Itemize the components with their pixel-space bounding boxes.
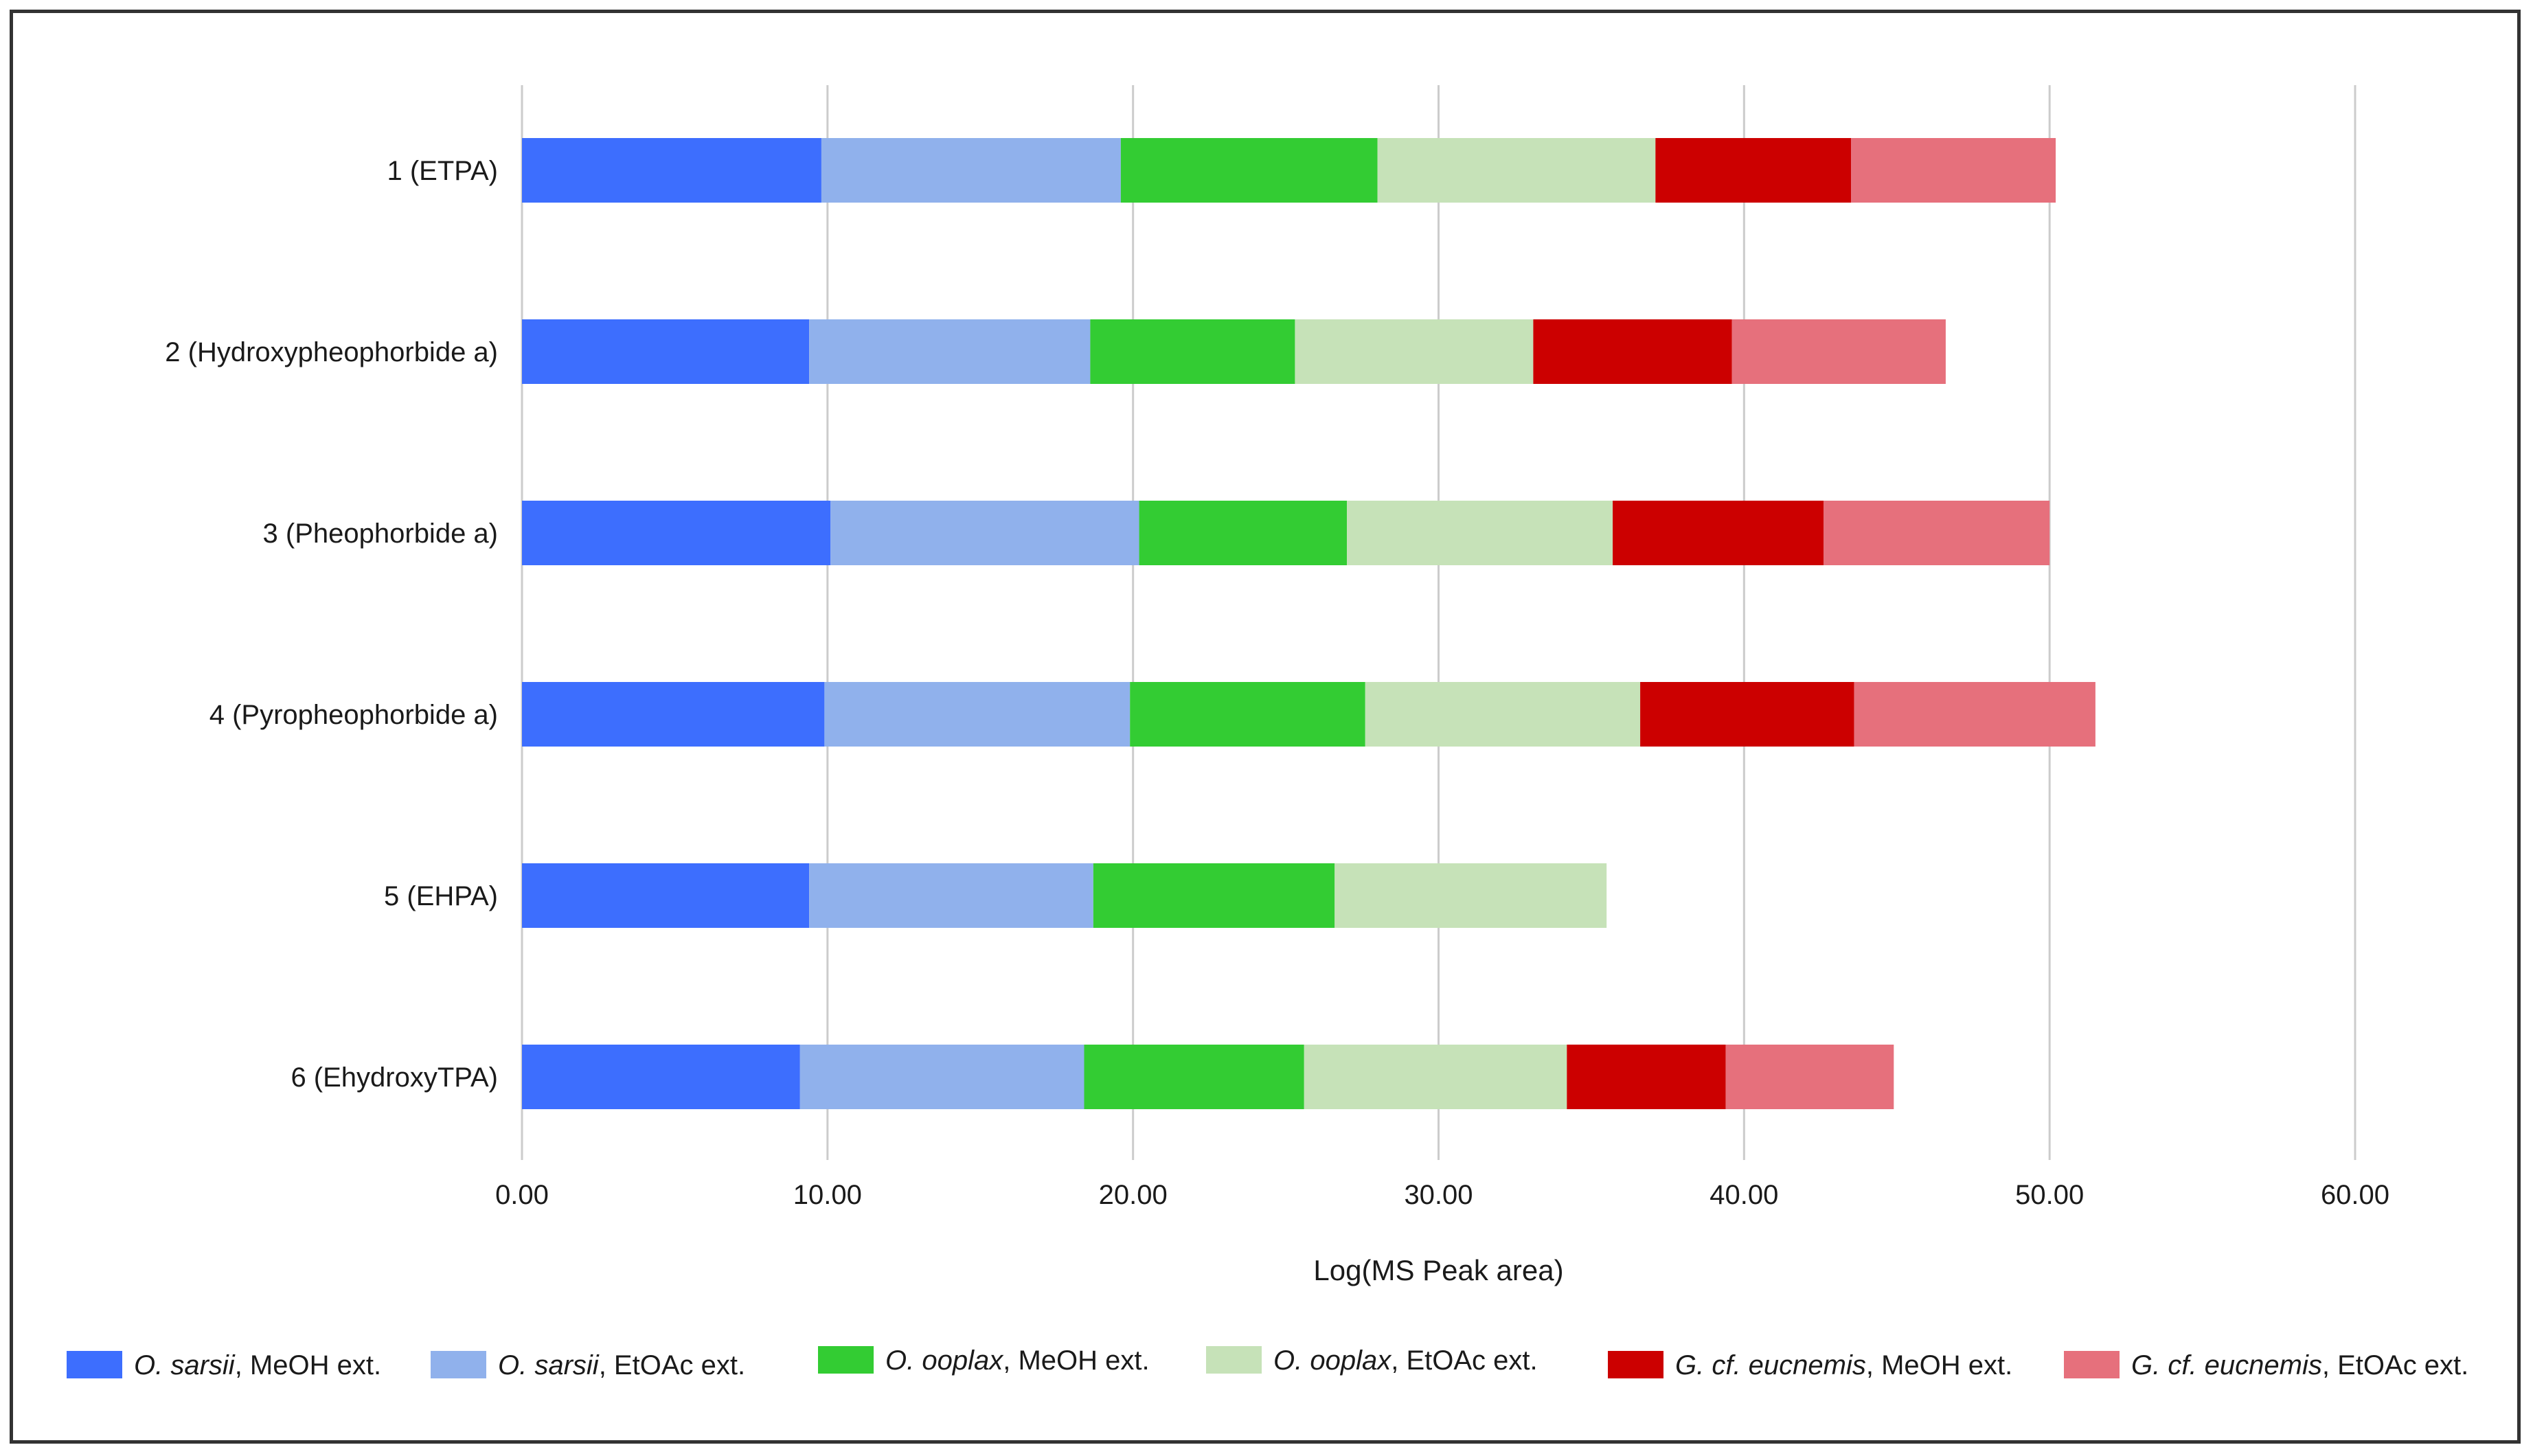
legend-label-italic: O. sarsii xyxy=(498,1350,600,1380)
bar-segment xyxy=(824,682,1131,747)
category-label: 6 (EhydroxyTPA) xyxy=(291,1062,498,1093)
legend-item: O. sarsii, EtOAc ext. xyxy=(431,1350,745,1380)
bar-segment xyxy=(522,501,831,565)
legend-item: O. sarsii, MeOH ext. xyxy=(67,1350,381,1380)
bar-segment xyxy=(1365,682,1641,747)
category-labels: 1 (ETPA) 2 (Hydroxypheophorbide a) 3 (Pheo… xyxy=(165,156,498,1093)
legend-label-italic: O. ooplax xyxy=(1273,1345,1392,1376)
bar-segment xyxy=(1304,1045,1567,1109)
legend-swatch xyxy=(431,1351,486,1378)
legend-label-italic: G. cf. eucnemis xyxy=(1675,1350,1866,1380)
bar-segment xyxy=(809,863,1093,928)
bar-segment xyxy=(522,1045,800,1109)
category-label: 4 (Pyropheophorbide a) xyxy=(209,700,498,730)
x-tick-label: 10.00 xyxy=(793,1180,862,1210)
bar-segment xyxy=(1377,138,1656,203)
gridlines xyxy=(521,85,2356,1160)
bar-segment xyxy=(1567,1045,1726,1109)
x-tick-label: 30.00 xyxy=(1404,1180,1473,1210)
bar-segment xyxy=(799,1045,1084,1109)
legend-item: O. ooplax, MeOH ext. xyxy=(818,1345,1150,1376)
bar-segment xyxy=(1854,682,2095,747)
legend-item: G. cf. eucnemis, MeOH ext. xyxy=(1608,1350,2012,1380)
legend-label-rest: , MeOH ext. xyxy=(235,1350,381,1380)
legend-label-rest: , EtOAc ext. xyxy=(599,1350,745,1380)
legend-swatch xyxy=(67,1351,122,1378)
bars xyxy=(522,138,2095,1109)
category-label: 3 (Pheophorbide a) xyxy=(263,519,498,549)
bar-segment xyxy=(1139,501,1348,565)
x-tick-label: 20.00 xyxy=(1099,1180,1168,1210)
bar-segment xyxy=(1130,682,1365,747)
bar-segment xyxy=(830,501,1139,565)
legend-label-rest: , MeOH ext. xyxy=(1866,1350,2012,1380)
bar-segment xyxy=(1725,1045,1894,1109)
legend: O. sarsii, MeOH ext. O. sarsii, EtOAc ext… xyxy=(67,1345,2468,1380)
bar-segment xyxy=(1823,501,2050,565)
legend-item: O. ooplax, EtOAc ext. xyxy=(1206,1345,1538,1376)
legend-label-rest: , MeOH ext. xyxy=(1003,1345,1149,1376)
legend-label-italic: O. sarsii xyxy=(134,1350,236,1380)
legend-swatch xyxy=(2064,1351,2120,1378)
legend-label-italic: G. cf. eucnemis xyxy=(2131,1350,2322,1380)
bar-segment xyxy=(522,682,825,747)
bar-segment xyxy=(1334,863,1607,928)
legend-label: O. ooplax, EtOAc ext. xyxy=(1273,1345,1538,1376)
chart-frame: 1 (ETPA) 2 (Hydroxypheophorbide a) 3 (Pheo… xyxy=(10,10,2521,1444)
bar-segment xyxy=(821,138,1121,203)
bar-segment xyxy=(522,138,821,203)
bar-segment xyxy=(1093,863,1335,928)
legend-label-rest: , EtOAc ext. xyxy=(2322,1350,2468,1380)
legend-label: O. sarsii, EtOAc ext. xyxy=(498,1350,745,1380)
bar-segment xyxy=(1084,1045,1304,1109)
bar-segment xyxy=(809,319,1091,384)
category-label: 2 (Hydroxypheophorbide a) xyxy=(165,337,498,367)
x-tick-label: 50.00 xyxy=(2015,1180,2084,1210)
bar-segment xyxy=(1640,682,1854,747)
x-tick-label: 0.00 xyxy=(495,1180,549,1210)
x-axis-title: Log(MS Peak area) xyxy=(1313,1254,1563,1286)
bar-segment xyxy=(1613,501,1824,565)
legend-swatch xyxy=(1608,1351,1663,1378)
category-label: 1 (ETPA) xyxy=(387,156,498,186)
bar-segment xyxy=(1533,319,1732,384)
stacked-bar-chart: 1 (ETPA) 2 (Hydroxypheophorbide a) 3 (Pheo… xyxy=(67,85,2468,1380)
legend-label: G. cf. eucnemis, MeOH ext. xyxy=(1675,1350,2012,1380)
legend-label: O. ooplax, MeOH ext. xyxy=(885,1345,1150,1376)
legend-label: G. cf. eucnemis, EtOAc ext. xyxy=(2131,1350,2468,1380)
legend-label: O. sarsii, MeOH ext. xyxy=(134,1350,381,1380)
legend-item: G. cf. eucnemis, EtOAc ext. xyxy=(2064,1350,2468,1380)
legend-swatch xyxy=(818,1346,874,1374)
legend-label-rest: , EtOAc ext. xyxy=(1391,1345,1537,1376)
bar-segment xyxy=(1731,319,1946,384)
bar-segment xyxy=(522,319,810,384)
bar-segment xyxy=(522,863,810,928)
category-label: 5 (EHPA) xyxy=(384,881,498,911)
bar-segment xyxy=(1347,501,1613,565)
bar-segment xyxy=(1851,138,2056,203)
bar-segment xyxy=(1090,319,1295,384)
legend-swatch xyxy=(1206,1346,1262,1374)
bar-segment xyxy=(1120,138,1378,203)
x-tick-label: 60.00 xyxy=(2321,1180,2389,1210)
bar-segment xyxy=(1295,319,1534,384)
x-tick-labels: 0.00 10.00 20.00 30.00 40.00 50.00 60.00 xyxy=(495,1180,2389,1210)
bar-segment xyxy=(1655,138,1852,203)
x-tick-label: 40.00 xyxy=(1710,1180,1778,1210)
legend-label-italic: O. ooplax xyxy=(885,1345,1004,1376)
